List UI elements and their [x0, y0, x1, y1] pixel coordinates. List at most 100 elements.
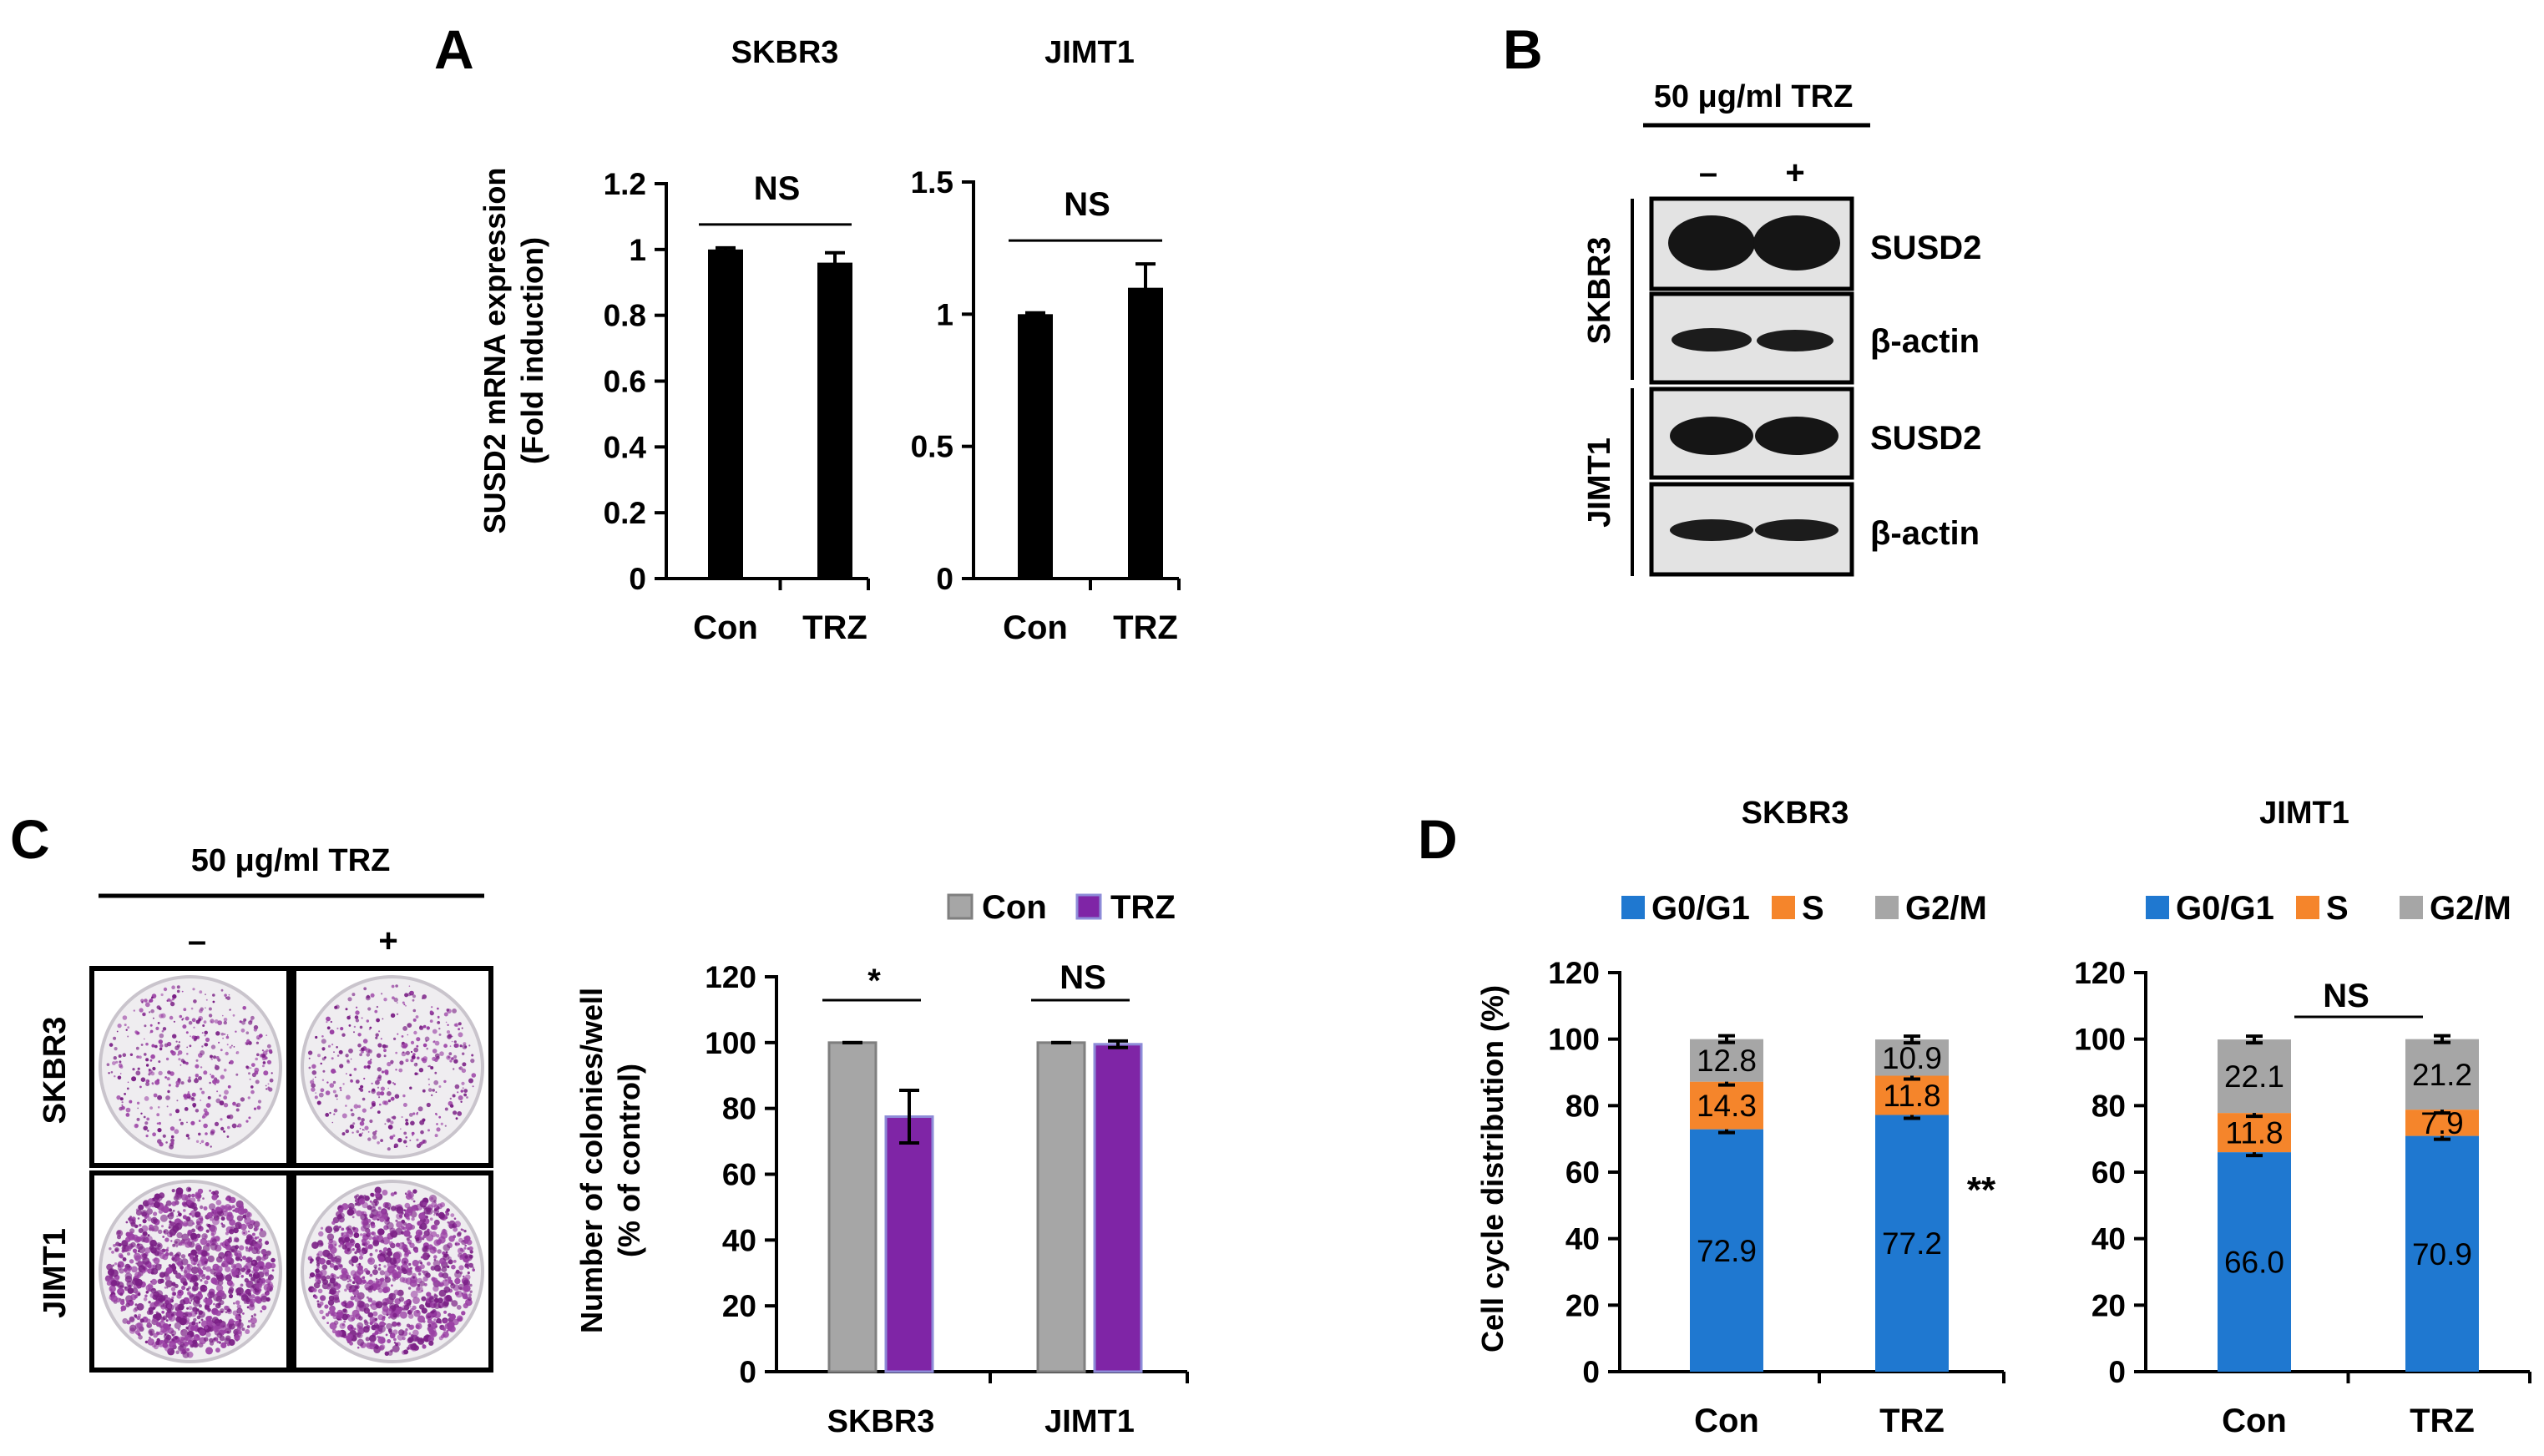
colony-dot: [124, 1093, 127, 1095]
colony-dot: [222, 1260, 230, 1267]
colony-dot: [357, 1105, 362, 1109]
colony-dot: [254, 1070, 259, 1075]
colony-dot: [431, 1094, 433, 1097]
colony-dot: [351, 1112, 355, 1117]
colony-dot: [373, 1264, 378, 1269]
colony-dot: [365, 1311, 368, 1313]
colony-dot: [132, 1068, 135, 1071]
colony-plates: [89, 966, 493, 1373]
colony-dot: [432, 1224, 438, 1231]
colony-dot: [443, 1044, 448, 1049]
chart-d2-segment-g0-g1-con: [2218, 1152, 2291, 1372]
colony-dot: [395, 1069, 397, 1071]
colony-dot: [403, 1004, 406, 1006]
colony-dot: [348, 1024, 352, 1027]
colony-dot: [392, 1134, 396, 1137]
colony-dot: [366, 1019, 369, 1023]
colony-dot: [265, 1261, 272, 1270]
colony-dot: [399, 1060, 404, 1065]
chart-d2-legend-label: G0/G1: [2176, 890, 2274, 927]
colony-dot: [390, 1096, 395, 1101]
colony-dot: [157, 1022, 160, 1024]
colony-dot: [326, 1233, 335, 1241]
colony-dot: [377, 1256, 385, 1262]
colony-dot: [377, 1267, 382, 1271]
colony-dot: [359, 1025, 363, 1029]
colony-dot: [410, 1334, 414, 1337]
colony-dot: [443, 1012, 448, 1017]
colony-dot: [396, 1212, 403, 1220]
colony-dot: [250, 1063, 255, 1067]
colony-dot: [309, 1261, 312, 1264]
chart-d1-segment-g0-g1-con: [1690, 1129, 1763, 1372]
colony-dot: [324, 1304, 329, 1309]
colony-dot: [410, 1050, 413, 1054]
colony-dot: [379, 1344, 386, 1350]
colony-dot: [216, 1090, 219, 1093]
colony-dot: [194, 1282, 199, 1287]
colony-dot: [241, 1020, 245, 1025]
colony-dot: [220, 1242, 224, 1246]
colony-dot: [377, 1074, 382, 1079]
colony-dot: [140, 1235, 145, 1240]
colony-dot: [136, 1101, 140, 1105]
colony-dot: [198, 1018, 202, 1022]
colony-dot: [436, 1234, 440, 1238]
colony-dot: [153, 1332, 159, 1338]
colony-dot: [422, 1201, 427, 1206]
colony-dot: [392, 1269, 397, 1275]
colony-dot: [250, 1287, 255, 1292]
colony-dot: [463, 1275, 465, 1278]
colony-dot: [210, 1145, 212, 1148]
colony-dot: [180, 1121, 184, 1125]
colony-dot: [375, 1201, 380, 1205]
colony-dot: [200, 1318, 204, 1322]
colony-dot: [433, 1302, 441, 1309]
colony-dot: [236, 1307, 243, 1314]
colony-dot: [210, 1243, 218, 1251]
colony-dot: [464, 1274, 471, 1281]
colony-dot: [165, 1319, 169, 1322]
colony-dot: [210, 1268, 216, 1275]
colony-dot: [354, 1242, 361, 1249]
colony-dot: [159, 1302, 164, 1308]
colony-dot: [413, 1030, 417, 1035]
colony-dot: [322, 1069, 326, 1073]
colony-dot: [454, 1084, 460, 1089]
chart-d1-segment-g2-m-con: [1690, 1039, 1763, 1082]
colony-dot: [426, 1292, 432, 1297]
colony-dot: [334, 1094, 338, 1098]
colony-dot: [389, 1135, 394, 1140]
colony-dot: [189, 1254, 195, 1260]
colony-dot: [384, 1202, 392, 1210]
colony-dot: [458, 1028, 460, 1031]
colony-dot: [255, 1265, 259, 1268]
colony-dot: [143, 1297, 148, 1302]
colony-dot: [226, 996, 230, 1000]
colony-dot: [397, 1002, 398, 1004]
colony-dot: [363, 1129, 366, 1131]
colony-dot: [164, 1286, 167, 1289]
colony-dot: [251, 1270, 255, 1274]
colony-dot: [216, 1274, 225, 1282]
plate-dish: [99, 975, 282, 1159]
colony-dot: [348, 1279, 352, 1282]
colony-dot: [358, 1316, 363, 1321]
colony-dot: [236, 1304, 241, 1309]
colony-dot: [193, 1038, 197, 1042]
colony-dot: [188, 1324, 190, 1327]
colony-dot: [117, 1024, 122, 1029]
chart-d2-data-label: 70.9: [2412, 1237, 2472, 1271]
colony-dot: [205, 993, 206, 996]
colony-dot: [220, 1074, 225, 1079]
colony-dot: [433, 1213, 436, 1216]
colony-dot: [463, 1246, 467, 1250]
colony-dot: [393, 1037, 397, 1040]
colony-dot: [201, 1115, 205, 1119]
colony-dot: [424, 1036, 430, 1042]
colony-dot: [417, 1056, 420, 1060]
colony-dot: [417, 1277, 423, 1284]
colony-dot: [407, 1287, 412, 1290]
colony-dot: [402, 1051, 405, 1054]
colony-dot: [260, 1228, 264, 1231]
